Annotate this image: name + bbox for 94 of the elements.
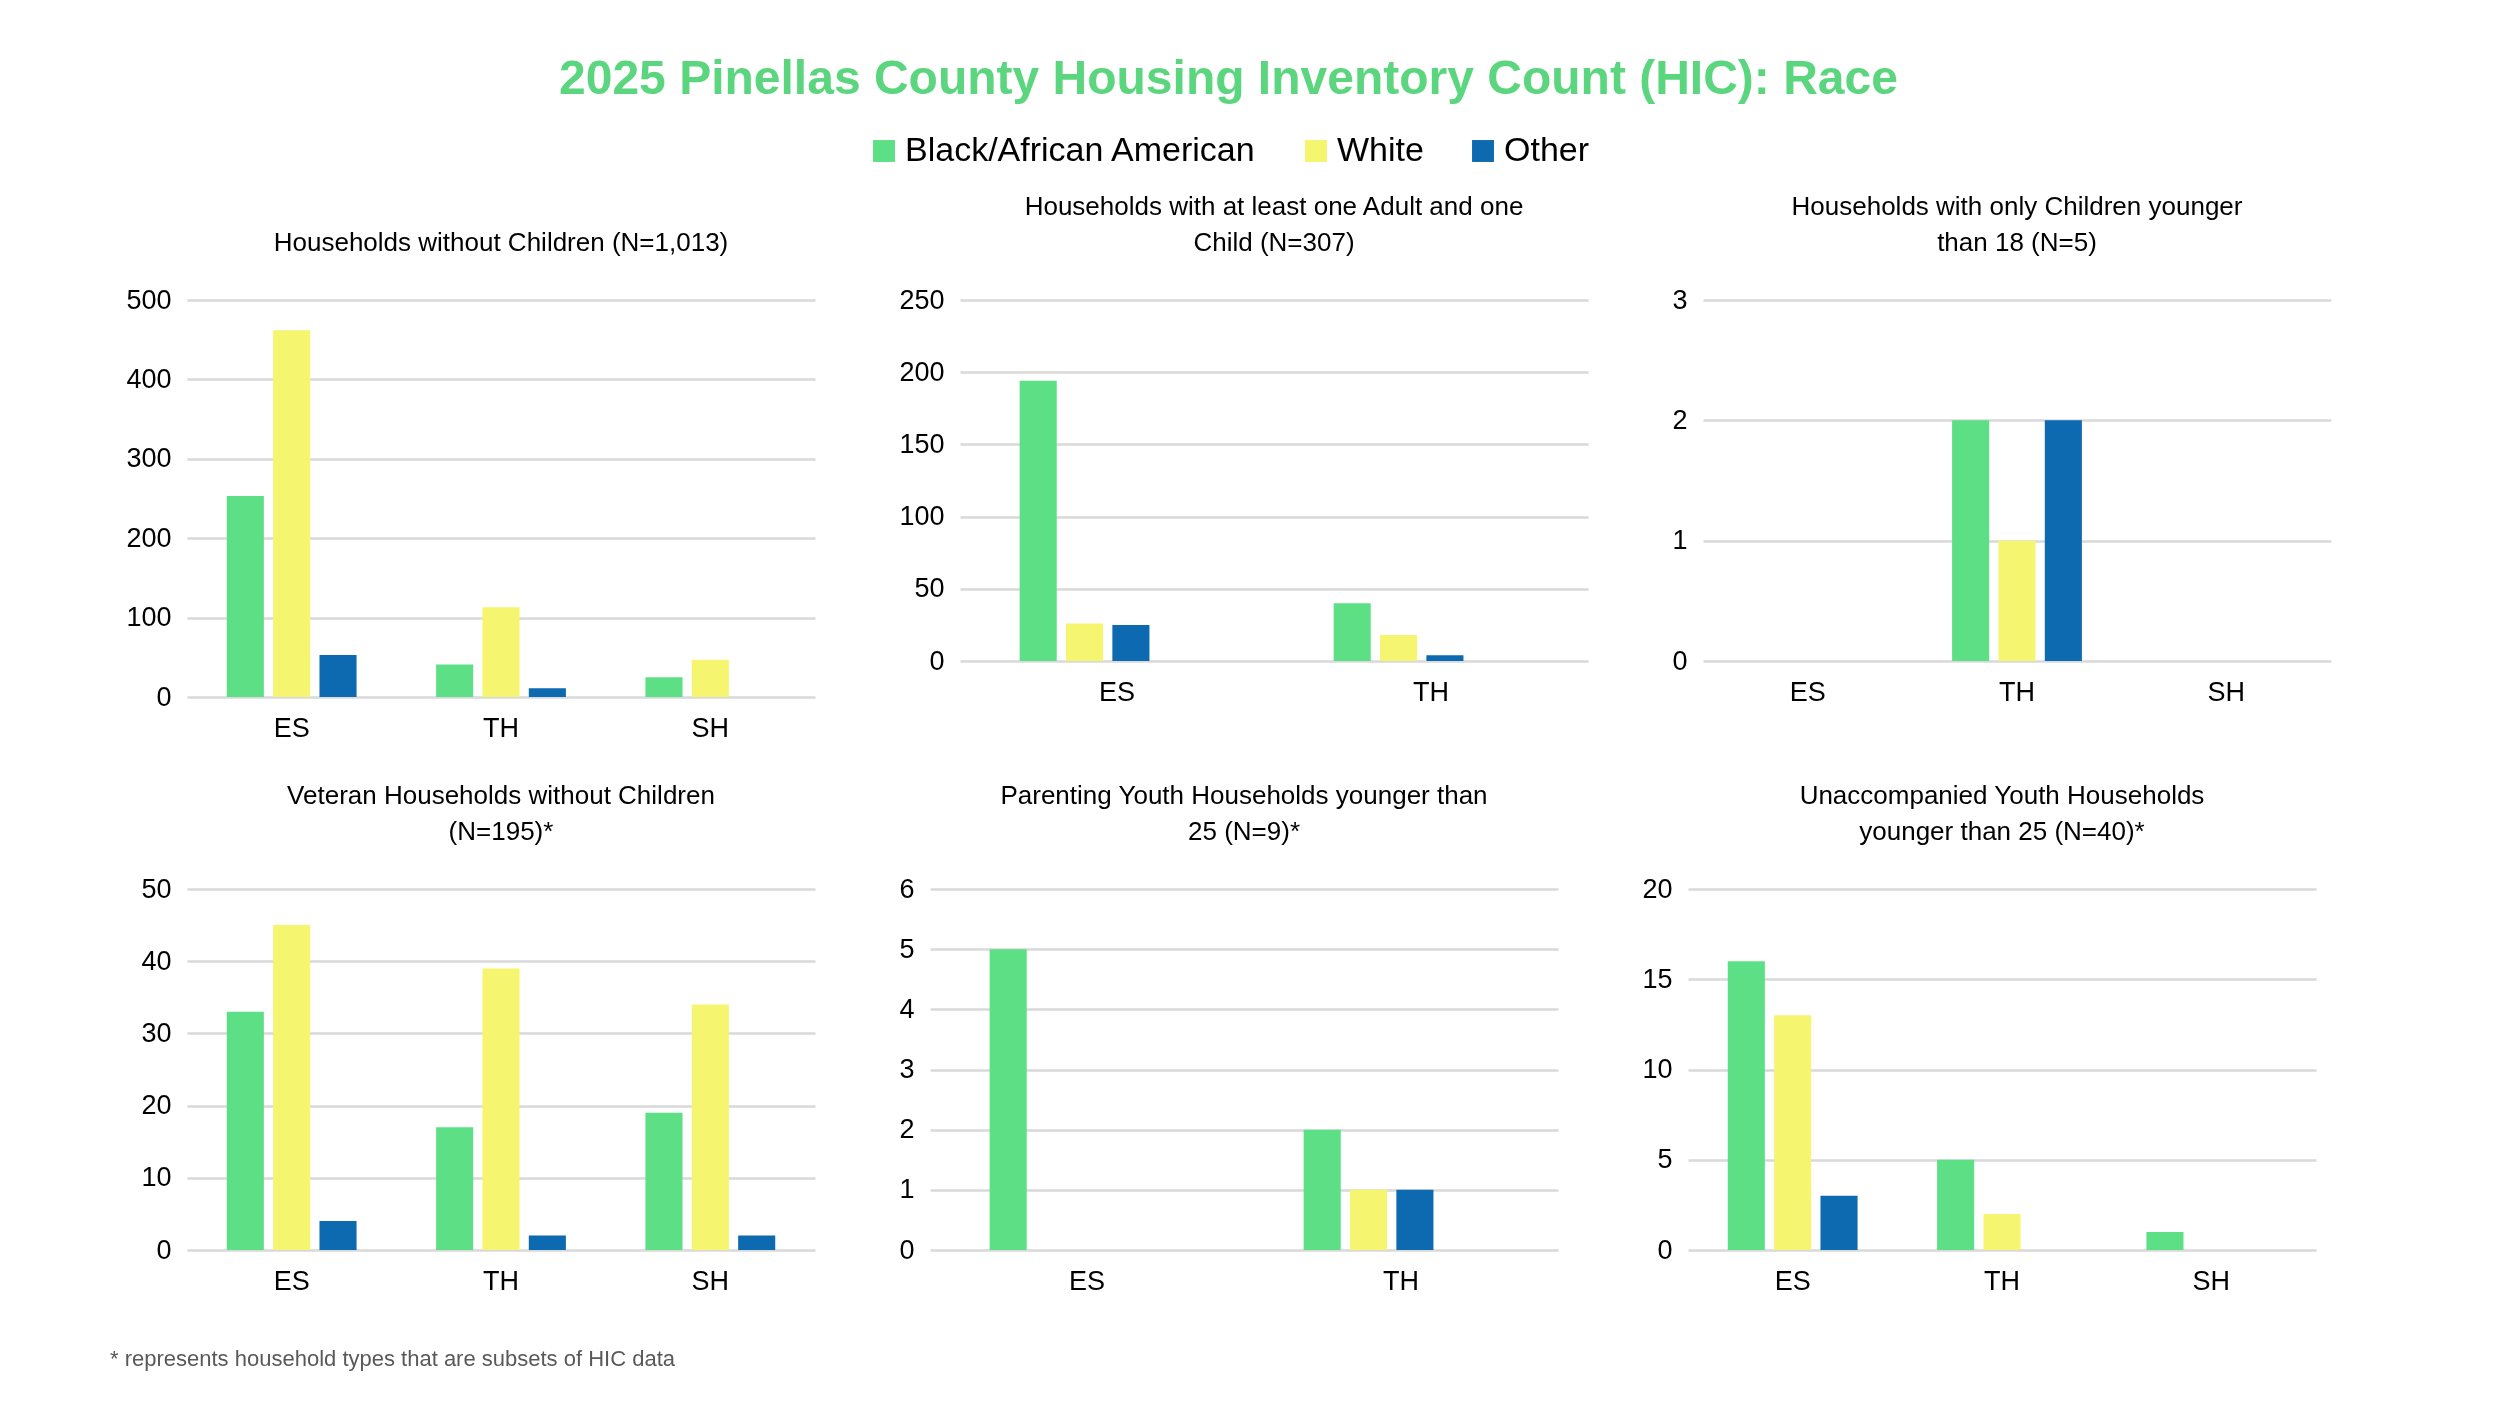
bar xyxy=(319,1221,357,1250)
y-tick-label: 400 xyxy=(126,363,172,394)
bar xyxy=(1727,961,1765,1250)
bar xyxy=(273,925,311,1250)
bar xyxy=(436,1127,474,1250)
chart-title: Households with at least one Adult and one Child (N=307) xyxy=(1024,191,1524,257)
bar xyxy=(1774,1015,1812,1250)
bar xyxy=(528,1235,566,1250)
y-tick-label: 15 xyxy=(1642,963,1673,994)
y-tick-label: 0 xyxy=(156,681,172,712)
y-tick-label: 200 xyxy=(899,356,945,387)
x-tick-label: ES xyxy=(273,712,310,743)
bar xyxy=(319,654,357,697)
bar xyxy=(226,496,264,697)
y-tick-label: 10 xyxy=(141,1162,172,1193)
bar xyxy=(691,659,729,697)
x-tick-label: TH xyxy=(1984,1265,2020,1296)
x-tick-label: SH xyxy=(2192,1265,2231,1296)
chart-title: Unaccompanied Youth Households younger than 25 (N=40)* xyxy=(1799,780,2205,846)
y-tick-label: 0 xyxy=(1657,1234,1673,1265)
x-tick-label: ES xyxy=(1068,1265,1106,1296)
bar xyxy=(1937,1159,1975,1250)
text: * represents household types that are subsets of HIC data xyxy=(110,1346,675,1372)
y-tick-label: 0 xyxy=(1672,645,1688,676)
bar xyxy=(1066,623,1104,661)
y-tick-label: 100 xyxy=(126,602,172,633)
x-tick-label: SH xyxy=(2207,676,2246,707)
x-tick-label: ES xyxy=(273,1265,310,1296)
bar xyxy=(482,607,520,697)
bar xyxy=(1350,1189,1388,1250)
bar xyxy=(1983,1213,2021,1250)
bar xyxy=(273,330,311,697)
chart-title: Veteran Households without Children (N=195)* xyxy=(287,780,715,846)
bar xyxy=(1380,635,1418,661)
chart-title: Parenting Youth Households younger than 25 (N=9)* xyxy=(1000,780,1488,846)
y-tick-label: 6 xyxy=(899,873,915,904)
bar xyxy=(1396,1189,1434,1250)
y-tick-label: 500 xyxy=(126,284,172,315)
bar xyxy=(645,1112,683,1250)
bar xyxy=(226,1011,264,1250)
y-tick-label: 50 xyxy=(914,573,945,604)
y-tick-label: 0 xyxy=(899,1234,915,1265)
bar xyxy=(482,968,520,1250)
text: 2025 Pinellas County Housing Inventory Count (HIC): Race xyxy=(559,51,1898,104)
y-tick-label: 30 xyxy=(141,1017,172,1048)
bar xyxy=(1019,380,1057,661)
y-tick-label: 250 xyxy=(899,284,945,315)
y-tick-label: 2 xyxy=(899,1114,915,1145)
x-tick-label: TH xyxy=(1383,1265,1419,1296)
legend-label: Black/African American xyxy=(905,130,1255,168)
y-tick-label: 0 xyxy=(156,1234,172,1265)
chart-title: Households without Children (N=1,013) xyxy=(273,227,729,257)
bar xyxy=(1303,1129,1341,1250)
x-tick-label: TH xyxy=(1999,676,2035,707)
y-tick-label: 100 xyxy=(899,501,945,532)
y-tick-label: 2 xyxy=(1672,404,1688,435)
x-tick-label: SH xyxy=(691,712,730,743)
bar xyxy=(738,1235,776,1250)
y-tick-label: 5 xyxy=(1657,1144,1673,1175)
y-tick-label: 1 xyxy=(1672,525,1688,556)
x-tick-label: TH xyxy=(483,712,519,743)
y-tick-label: 20 xyxy=(141,1090,172,1121)
y-tick-label: 3 xyxy=(899,1054,915,1084)
x-tick-label: SH xyxy=(691,1265,730,1296)
y-tick-label: 4 xyxy=(899,993,915,1024)
bar xyxy=(528,688,566,697)
y-tick-label: 150 xyxy=(899,428,945,459)
x-tick-label: TH xyxy=(483,1265,519,1296)
bar xyxy=(1333,603,1371,661)
bar xyxy=(989,949,1027,1250)
bar xyxy=(1112,624,1150,661)
y-tick-label: 50 xyxy=(141,873,172,904)
x-tick-label: ES xyxy=(1789,676,1826,707)
bar xyxy=(2146,1231,2184,1250)
y-tick-label: 0 xyxy=(929,645,945,676)
bar xyxy=(1426,655,1464,661)
x-tick-label: ES xyxy=(1774,1265,1811,1296)
legend-label: Other xyxy=(1504,130,1590,168)
y-tick-label: 20 xyxy=(1642,873,1673,904)
x-tick-label: TH xyxy=(1413,676,1449,707)
x-tick-label: ES xyxy=(1098,676,1136,707)
bar xyxy=(691,1004,729,1250)
legend-label: White xyxy=(1337,130,1424,168)
y-tick-label: 5 xyxy=(899,933,915,964)
chart-title: Households with only Children younger than 18 (N=5) xyxy=(1791,191,2243,257)
bar xyxy=(1820,1195,1858,1250)
bar xyxy=(436,664,474,697)
y-tick-label: 1 xyxy=(899,1174,915,1205)
y-tick-label: 40 xyxy=(141,945,172,976)
y-tick-label: 10 xyxy=(1642,1054,1673,1084)
bar xyxy=(645,677,683,697)
y-tick-label: 300 xyxy=(126,443,172,474)
y-tick-label: 200 xyxy=(126,522,172,553)
y-tick-label: 3 xyxy=(1672,284,1688,315)
